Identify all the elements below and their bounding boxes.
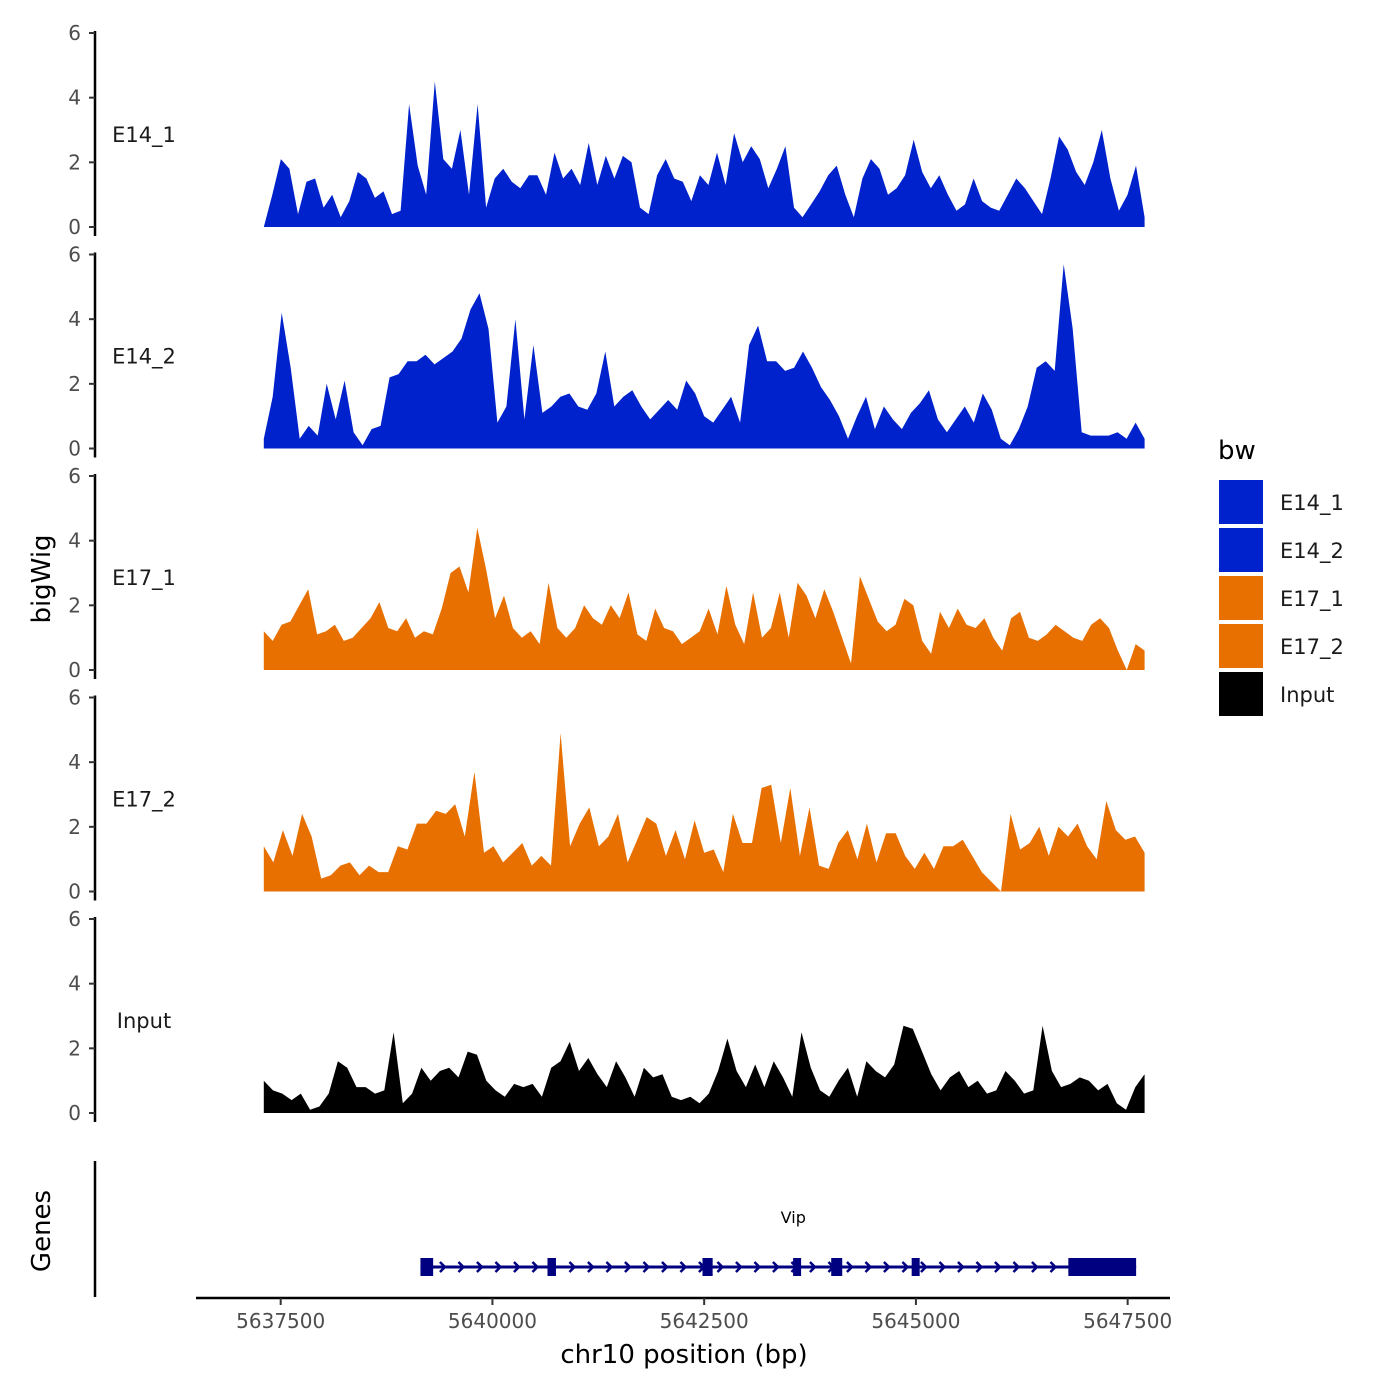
strand-arrow: [846, 1261, 854, 1273]
signal-area: [263, 1025, 1145, 1113]
x-tick-label: 5642500: [660, 1309, 749, 1333]
track-label: E14_1: [112, 123, 176, 148]
y-tick-label: 6: [68, 464, 81, 488]
signal-area: [263, 81, 1145, 227]
y-tick-label: 0: [68, 658, 81, 682]
y-tick-label: 4: [68, 972, 81, 996]
strand-arrow: [624, 1261, 632, 1273]
x-tick-label: 5647500: [1083, 1309, 1172, 1333]
y-tick-label: 0: [68, 215, 81, 239]
strand-arrow: [809, 1261, 817, 1273]
gene-label: Vip: [781, 1208, 806, 1227]
legend-swatch: [1219, 528, 1263, 572]
y-tick-label: 4: [68, 750, 81, 774]
legend-swatch: [1219, 480, 1263, 524]
y-tick-label: 2: [68, 593, 81, 617]
strand-arrow: [1012, 1261, 1021, 1273]
y-tick-label: 2: [68, 815, 81, 839]
legend-label: E17_1: [1280, 587, 1344, 612]
strand-arrow: [716, 1261, 725, 1273]
signal-area: [263, 733, 1145, 892]
exon: [420, 1258, 434, 1276]
y-tick-label: 2: [68, 1036, 81, 1060]
y-tick-label: 4: [68, 529, 81, 553]
strand-arrow: [494, 1261, 503, 1273]
strand-arrow: [772, 1261, 780, 1273]
legend-swatch: [1219, 624, 1263, 668]
y-tick-label: 2: [68, 372, 81, 396]
y-axis-title: bigWig: [27, 534, 57, 623]
exon: [831, 1258, 843, 1276]
strand-arrow: [476, 1261, 484, 1273]
strand-arrow: [994, 1261, 1002, 1273]
signal-area: [263, 527, 1145, 670]
strand-arrow: [642, 1261, 651, 1273]
x-tick-label: 5640000: [448, 1309, 537, 1333]
exon: [1068, 1258, 1137, 1276]
legend-label: Input: [1280, 683, 1334, 707]
exon: [793, 1258, 802, 1276]
track-label: Input: [117, 1009, 171, 1033]
strand-arrow: [938, 1261, 947, 1273]
track-E17_1: 0 2 4 6 E17_1: [68, 464, 1145, 682]
strand-arrow: [864, 1261, 873, 1273]
strand-arrow: [605, 1261, 614, 1273]
track-Input: 0 2 4 6 Input: [68, 907, 1145, 1125]
strand-arrow: [735, 1261, 743, 1273]
strand-arrow: [753, 1261, 762, 1273]
legend: bw E14_1 E14_2 E17_1 E17_2 Input: [1218, 436, 1344, 716]
y-tick-label: 4: [68, 86, 81, 110]
strand-arrow: [920, 1261, 928, 1273]
y-tick-label: 4: [68, 307, 81, 331]
strand-arrow: [883, 1261, 891, 1273]
strand-arrow: [679, 1261, 688, 1273]
legend-title: bw: [1218, 436, 1256, 466]
track-E14_1: 0 2 4 6 E14_1: [68, 21, 1145, 239]
legend-label: E14_1: [1280, 491, 1344, 516]
y-tick-label: 2: [68, 150, 81, 174]
exon: [911, 1258, 920, 1276]
strand-arrow: [957, 1261, 965, 1273]
track-label: E17_1: [112, 566, 176, 591]
legend-swatch: [1219, 576, 1263, 620]
y-tick-label: 6: [68, 21, 81, 45]
x-tick-label: 5637500: [236, 1309, 325, 1333]
legend-label: E14_2: [1280, 539, 1344, 564]
track-label: E14_2: [112, 345, 176, 370]
legend-swatch: [1219, 672, 1263, 716]
y-tick-label: 0: [68, 880, 81, 904]
signal-tracks: 0 2 4 6 E14_1 0 2 4 6 E14_2 0 2 4 6 E17_1 0 2 4 6 E17_2 0 2 4 6…: [68, 21, 1145, 1125]
x-tick-label: 5645000: [871, 1309, 960, 1333]
x-axis-title: chr10 position (bp): [560, 1340, 807, 1370]
y-tick-label: 6: [68, 686, 81, 710]
y-tick-label: 6: [68, 243, 81, 267]
strand-arrow: [457, 1261, 466, 1273]
exon: [702, 1258, 713, 1276]
y-tick-label: 0: [68, 437, 81, 461]
strand-arrow: [1031, 1261, 1039, 1273]
x-axis: 5637500 5640000 5642500 5645000 5647500: [196, 1296, 1172, 1333]
track-label: E17_2: [112, 788, 176, 813]
track-E17_2: 0 2 4 6 E17_2: [68, 686, 1145, 904]
strand-arrow: [439, 1261, 447, 1273]
strand-arrow: [975, 1261, 984, 1273]
genes-axis-title: Genes: [27, 1190, 57, 1272]
strand-arrow: [531, 1261, 540, 1273]
signal-area: [263, 264, 1145, 449]
y-tick-label: 6: [68, 907, 81, 931]
strand-arrow: [901, 1261, 910, 1273]
strand-arrow: [661, 1261, 669, 1273]
strand-arrow: [568, 1261, 577, 1273]
genes-panel: Vip: [93, 1161, 1137, 1297]
strand-arrow: [1049, 1261, 1058, 1273]
strand-arrow: [513, 1261, 521, 1273]
legend-label: E17_2: [1280, 635, 1344, 660]
exon: [547, 1258, 556, 1276]
strand-arrow: [587, 1261, 595, 1273]
track-E14_2: 0 2 4 6 E14_2: [68, 243, 1145, 461]
y-tick-label: 0: [68, 1101, 81, 1125]
